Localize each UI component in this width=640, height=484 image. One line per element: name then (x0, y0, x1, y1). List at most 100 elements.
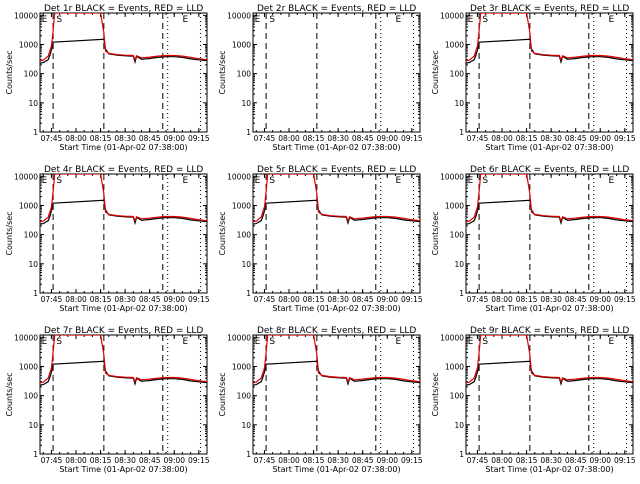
x-tick-label: 08:30 (327, 456, 349, 465)
y-tick-label: 10 (454, 99, 464, 108)
y-tick-label: 1000 (445, 40, 464, 49)
y-axis-label: Counts/sec (218, 372, 227, 416)
panel-title: Det 9r BLACK = Events, RED = LLD (470, 326, 629, 336)
y-tick-label: 10 (241, 260, 251, 269)
series-line-lld (40, 13, 207, 62)
x-tick-label: 07:45 (41, 134, 63, 143)
x-axis-label: Start Time (01-Apr-02 07:38:00) (272, 465, 400, 474)
y-tick-label: 10 (454, 260, 464, 269)
x-tick-label: 09:00 (376, 134, 398, 143)
marker-letter: E (608, 176, 614, 186)
x-tick-label: 09:15 (614, 134, 636, 143)
series-line-events (40, 360, 207, 387)
y-tick-label: 10000 (227, 333, 251, 342)
x-tick-label: 09:00 (589, 134, 611, 143)
x-tick-label: 09:00 (376, 456, 398, 465)
x-tick-label: 08:45 (352, 456, 374, 465)
y-axis-label: Counts/sec (5, 372, 14, 416)
x-tick-label: 07:45 (41, 295, 63, 304)
y-tick-label: 100 (24, 392, 39, 401)
x-tick-label: 08:30 (114, 295, 136, 304)
x-tick-label: 09:15 (614, 456, 636, 465)
x-tick-label: 08:30 (114, 456, 136, 465)
y-tick-label: 10 (454, 421, 464, 430)
marker-letter: E (42, 15, 48, 25)
plot-frame (39, 334, 208, 455)
y-tick-label: 1000 (232, 40, 251, 49)
y-tick-label: 1 (246, 289, 251, 298)
y-tick-label: 1000 (232, 201, 251, 210)
series-line-events (40, 38, 207, 65)
marker-letter: S (482, 337, 488, 347)
y-tick-label: 1 (33, 289, 38, 298)
y-tick-label: 10 (28, 421, 38, 430)
panel-title: Det 7r BLACK = Events, RED = LLD (44, 326, 203, 336)
y-tick-label: 10 (241, 421, 251, 430)
marker-letter: E (182, 176, 188, 186)
y-axis-label: Counts/sec (431, 372, 440, 416)
x-tick-label: 08:30 (540, 295, 562, 304)
x-tick-label: 07:45 (254, 456, 276, 465)
x-tick-label: 08:15 (90, 456, 112, 465)
y-axis-label: Counts/sec (431, 211, 440, 255)
x-tick-label: 09:00 (163, 295, 185, 304)
marker-letter: S (56, 15, 62, 25)
plot-frame (252, 173, 421, 294)
x-axis-label: Start Time (01-Apr-02 07:38:00) (272, 304, 400, 313)
x-axis-label: Start Time (01-Apr-02 07:38:00) (59, 143, 187, 152)
marker-letter: E (42, 176, 48, 186)
x-tick-label: 07:45 (467, 134, 489, 143)
x-tick-label: 08:30 (114, 134, 136, 143)
series-line-lld (466, 335, 633, 384)
series-line-events (466, 38, 633, 65)
x-tick-label: 09:15 (401, 134, 423, 143)
y-tick-label: 10000 (14, 11, 38, 20)
y-tick-label: 1 (33, 128, 38, 137)
plot-frame (252, 334, 421, 455)
x-tick-label: 08:45 (565, 134, 587, 143)
x-tick-label: 08:45 (352, 295, 374, 304)
y-tick-label: 10 (28, 99, 38, 108)
series-line-lld (466, 13, 633, 62)
marker-letter: S (56, 176, 62, 186)
x-tick-label: 08:00 (491, 134, 513, 143)
x-tick-label: 08:30 (327, 295, 349, 304)
marker-letter: E (182, 15, 188, 25)
x-tick-label: 08:15 (516, 456, 538, 465)
x-tick-label: 09:00 (376, 295, 398, 304)
marker-letter: E (468, 337, 474, 347)
y-tick-label: 1000 (232, 362, 251, 371)
y-axis-label: Counts/sec (218, 50, 227, 94)
y-tick-label: 10 (28, 260, 38, 269)
y-tick-label: 1 (246, 450, 251, 459)
y-tick-label: 1000 (19, 40, 38, 49)
x-tick-label: 09:00 (163, 456, 185, 465)
series-line-lld (253, 335, 420, 384)
series-line-events (466, 360, 633, 387)
x-tick-label: 09:15 (401, 295, 423, 304)
x-tick-label: 08:15 (516, 295, 538, 304)
marker-letter: E (255, 15, 261, 25)
series-line-lld (253, 174, 420, 223)
y-tick-label: 10000 (14, 172, 38, 181)
x-tick-label: 08:00 (278, 295, 300, 304)
panel-4: Det 4r BLACK = Events, RED = LLD 1 10 100 10… (5, 165, 210, 313)
y-tick-label: 10000 (14, 333, 38, 342)
x-tick-label: 08:00 (491, 456, 513, 465)
series-line-events (253, 360, 420, 387)
x-tick-label: 09:15 (401, 456, 423, 465)
x-tick-label: 09:00 (589, 456, 611, 465)
x-tick-label: 08:45 (565, 295, 587, 304)
x-tick-label: 08:45 (565, 456, 587, 465)
x-axis-label: Start Time (01-Apr-02 07:38:00) (272, 143, 400, 152)
y-tick-label: 1 (246, 128, 251, 137)
x-tick-label: 08:45 (139, 295, 161, 304)
y-tick-label: 100 (237, 392, 252, 401)
marker-letter: E (608, 337, 614, 347)
x-tick-label: 07:45 (467, 295, 489, 304)
panel-title: Det 2r BLACK = Events, RED = LLD (257, 4, 416, 14)
panel-1: Det 1r BLACK = Events, RED = LLD 1 10 100 10… (5, 4, 210, 152)
marker-letter: S (482, 176, 488, 186)
panel-title: Det 6r BLACK = Events, RED = LLD (470, 165, 629, 175)
plot-frame (465, 173, 634, 294)
